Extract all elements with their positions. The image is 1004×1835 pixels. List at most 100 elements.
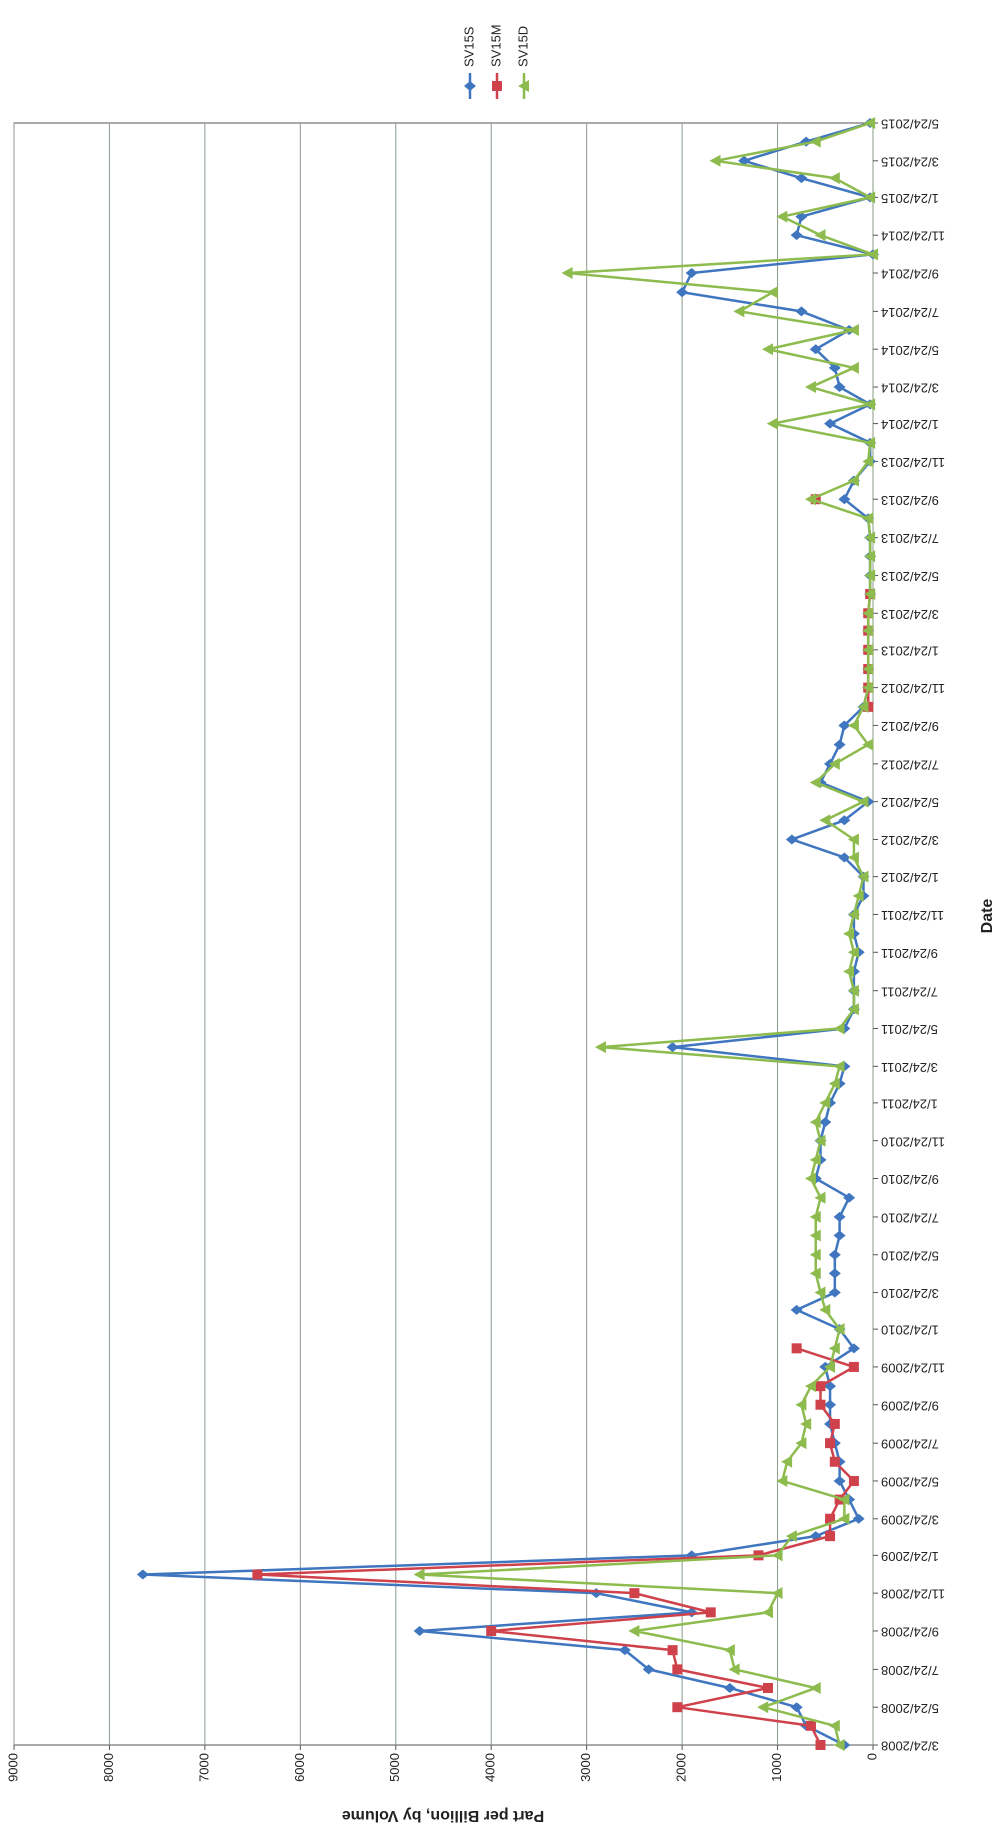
- marker: [790, 1702, 803, 1713]
- marker: [666, 1042, 679, 1053]
- marker: [848, 1361, 859, 1372]
- marker: [864, 398, 876, 411]
- marker: [857, 700, 869, 713]
- y-tick-label: 5000: [387, 1753, 402, 1782]
- x-tick-label: 1/24/2013: [881, 643, 939, 658]
- marker: [709, 154, 721, 167]
- marker: [847, 908, 859, 921]
- marker: [795, 1398, 807, 1411]
- legend-label: SV15D: [515, 26, 530, 67]
- marker: [829, 1456, 840, 1467]
- marker: [685, 267, 698, 278]
- marker: [815, 1399, 826, 1410]
- marker: [867, 248, 878, 261]
- x-tick-label: 7/24/2008: [881, 1663, 939, 1678]
- marker: [833, 1211, 846, 1222]
- marker: [814, 1286, 826, 1299]
- marker: [809, 1229, 821, 1242]
- marker: [847, 361, 859, 374]
- x-tick-label: 7/24/2014: [881, 305, 939, 320]
- marker: [809, 1210, 821, 1223]
- marker: [828, 172, 840, 185]
- x-tick-label: 9/24/2010: [881, 1172, 939, 1187]
- marker: [838, 815, 851, 826]
- marker: [814, 1134, 826, 1147]
- x-tick-label: 9/24/2013: [881, 493, 939, 508]
- marker: [825, 1438, 836, 1449]
- marker: [828, 1077, 840, 1090]
- x-tick-label: 5/24/2013: [881, 569, 939, 584]
- marker: [809, 1248, 821, 1261]
- marker: [723, 1644, 735, 1657]
- marker: [785, 1530, 797, 1543]
- marker: [862, 738, 874, 751]
- x-tick-label: 7/24/2011: [881, 984, 938, 999]
- marker: [804, 381, 816, 394]
- marker: [862, 455, 874, 468]
- marker: [862, 607, 874, 620]
- marker: [847, 984, 859, 997]
- marker: [561, 266, 573, 279]
- legend-marker: [518, 80, 529, 92]
- marker: [676, 287, 689, 298]
- marker: [771, 1587, 783, 1600]
- marker: [804, 1380, 816, 1393]
- marker: [594, 1041, 606, 1054]
- marker: [852, 889, 864, 902]
- x-tick-label: 9/24/2012: [881, 719, 939, 734]
- x-tick-label: 1/24/2015: [881, 191, 939, 206]
- marker: [852, 1513, 865, 1524]
- marker: [862, 624, 874, 637]
- y-tick-label: 7000: [196, 1753, 211, 1782]
- x-tick-label: 11/24/2014: [881, 229, 945, 244]
- marker: [864, 117, 876, 129]
- x-tick-label: 9/24/2014: [881, 267, 939, 282]
- marker: [795, 306, 808, 317]
- marker: [828, 1268, 841, 1279]
- marker: [809, 1267, 821, 1280]
- plot-area: [13, 122, 874, 1746]
- x-tick-label: 3/24/2011: [881, 1060, 938, 1075]
- y-tick-label: 4000: [483, 1753, 498, 1782]
- marker: [843, 1192, 856, 1203]
- marker: [825, 1513, 836, 1524]
- marker: [847, 1343, 860, 1354]
- marker: [642, 1664, 655, 1675]
- x-tick-label: 1/24/2012: [881, 870, 939, 885]
- x-tick-label: 11/24/2010: [881, 1134, 945, 1149]
- marker: [486, 1625, 497, 1636]
- x-tick-label: 3/24/2008: [881, 1739, 939, 1754]
- x-tick-label: 5/24/2012: [881, 795, 939, 810]
- x-tick-label: 3/24/2014: [881, 381, 939, 396]
- x-tick-label: 1/24/2010: [881, 1323, 939, 1338]
- marker: [864, 588, 876, 601]
- marker: [791, 1343, 802, 1354]
- series-line: [256, 1347, 856, 1746]
- x-tick-label: 1/24/2014: [881, 417, 939, 432]
- marker: [857, 870, 869, 883]
- marker: [776, 210, 788, 223]
- marker: [809, 1116, 821, 1129]
- y-tick-label: 6000: [292, 1753, 307, 1782]
- x-tick-label: 5/24/2010: [881, 1248, 939, 1263]
- marker: [833, 739, 846, 750]
- marker: [252, 1569, 263, 1580]
- marker: [618, 1645, 631, 1656]
- x-tick-label: 11/24/2012: [881, 681, 945, 696]
- x-tick-label: 3/24/2015: [881, 154, 939, 169]
- marker: [862, 643, 874, 656]
- marker: [829, 1418, 840, 1429]
- marker: [136, 1569, 149, 1580]
- x-tick-label: 9/24/2011: [881, 946, 938, 961]
- legend-label: SV15M: [488, 24, 503, 67]
- marker: [815, 1740, 826, 1750]
- x-tick-label: 5/24/2009: [881, 1475, 939, 1490]
- marker: [847, 324, 859, 337]
- marker: [723, 1682, 736, 1693]
- marker: [848, 1475, 859, 1486]
- marker: [815, 1381, 826, 1392]
- y-tick-label: 1000: [769, 1753, 784, 1782]
- x-tick-label: 3/24/2010: [881, 1286, 939, 1301]
- marker: [733, 305, 745, 318]
- marker: [838, 1493, 850, 1506]
